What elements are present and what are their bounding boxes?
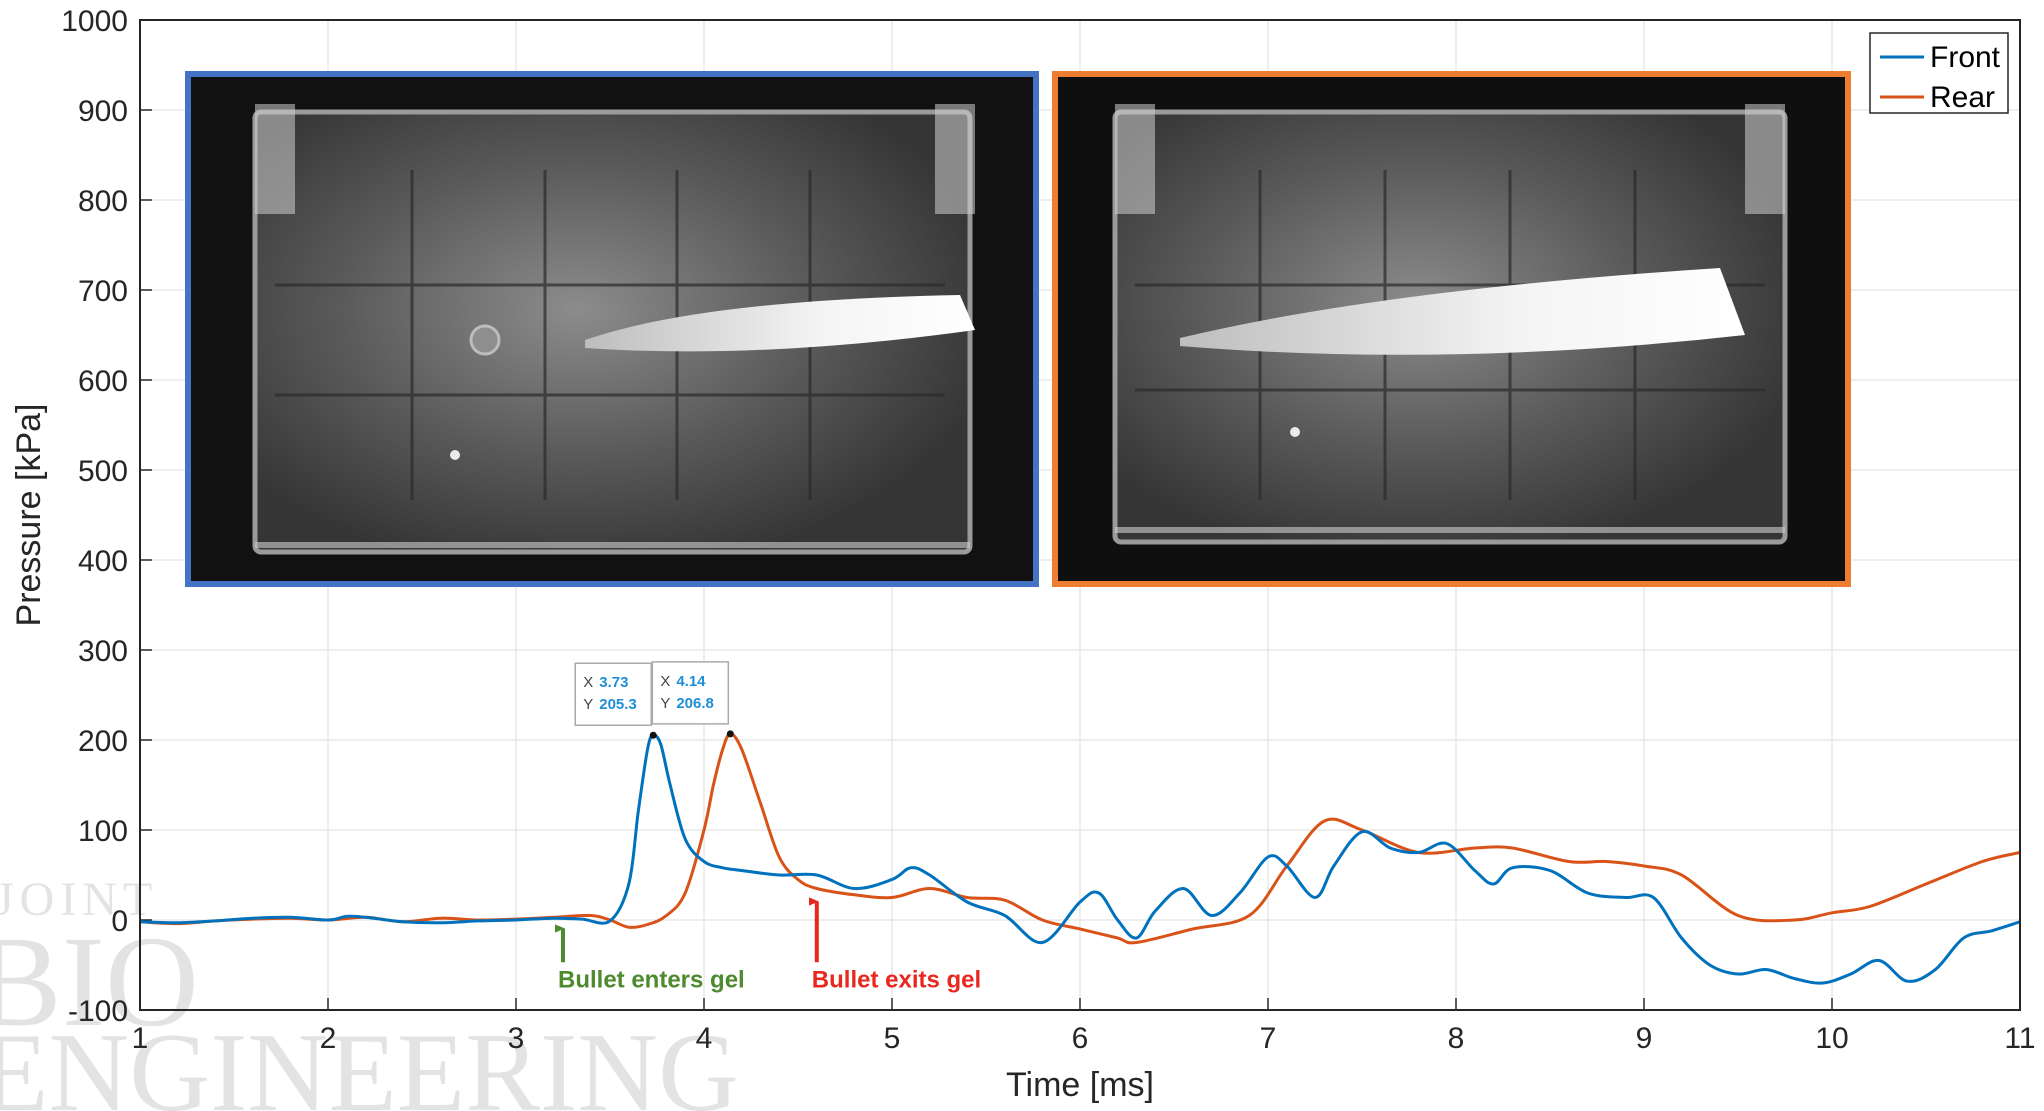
series-layer: [139, 732, 2021, 985]
datatip-rear-marker[interactable]: [726, 730, 734, 738]
y-tick-label: 800: [78, 185, 128, 218]
y-tick-label: 300: [78, 635, 128, 668]
y-tick-label: 200: [78, 725, 128, 758]
y-tick-label: 100: [78, 815, 128, 848]
axes-box: [139, 19, 2021, 1011]
legend-box: [1869, 32, 2009, 114]
watermark-line-1: JOINT: [0, 873, 158, 926]
y-tick-label: 400: [78, 545, 128, 578]
y-tick-label: 600: [78, 365, 128, 398]
watermark-logo: JOINT BIO ENGINEERING: [0, 873, 739, 1111]
datatip-front[interactable]: X 3.73 Y 205.3: [574, 662, 657, 739]
datatip-rear-y-key: Y: [660, 695, 670, 712]
datatip-rear-x-value: 4.14: [676, 673, 706, 690]
datatip-rear[interactable]: X 4.14 Y 206.8: [651, 661, 734, 738]
annotation-exits: Bullet exits gel: [812, 902, 981, 994]
watermark-line-3: ENGINEERING: [0, 1011, 739, 1111]
x-tick-label: 4: [696, 1022, 713, 1055]
x-tick-label: 6: [1072, 1022, 1089, 1055]
y-axis-ticks: -100 0 100 200 300 400 500 600 700 800 900 1000: [61, 5, 152, 1028]
datatip-rear-box[interactable]: [651, 661, 730, 725]
series-line-front: [139, 733, 2021, 985]
datatip-front-x-value: 3.73: [599, 674, 628, 691]
datatip-front-marker[interactable]: [649, 731, 657, 739]
front-frame-inset: [185, 71, 1039, 587]
legend-label-front: Front: [1930, 41, 2001, 74]
legend: Front Rear: [1869, 32, 2009, 114]
x-tick-label: 10: [1815, 1022, 1848, 1055]
y-tick-label: 900: [78, 95, 128, 128]
datatip-front-box[interactable]: [574, 662, 652, 726]
datatip-front-x-key: X: [583, 674, 593, 691]
x-axis-ticks: 1 2 3 4 5 6 7 8 9 10 11: [132, 998, 2036, 1055]
x-tick-label: 3: [508, 1022, 525, 1055]
x-tick-label: 1: [132, 1022, 149, 1055]
y-tick-label: 0: [111, 905, 128, 938]
annotation-enters: Bullet enters gel: [558, 929, 745, 994]
datatip-front-y-value: 205.3: [599, 696, 637, 713]
datatip-front-y-key: Y: [583, 696, 593, 713]
legend-label-rear: Rear: [1930, 81, 1995, 114]
datatip-rear-x-key: X: [660, 673, 670, 690]
x-tick-label: 7: [1260, 1022, 1277, 1055]
annotation-enters-text: Bullet enters gel: [558, 967, 745, 994]
y-axis-label: Pressure [kPa]: [10, 404, 48, 627]
y-tick-label: 1000: [61, 5, 128, 38]
y-tick-label: 500: [78, 455, 128, 488]
annotation-exits-text: Bullet exits gel: [812, 967, 981, 994]
y-tick-label: -100: [68, 995, 128, 1028]
x-tick-label: 5: [884, 1022, 901, 1055]
x-tick-label: 9: [1636, 1022, 1653, 1055]
datatip-rear-y-value: 206.8: [676, 695, 714, 712]
x-axis-label: Time [ms]: [1006, 1066, 1154, 1104]
x-tick-label: 8: [1448, 1022, 1465, 1055]
y-tick-label: 700: [78, 275, 128, 308]
watermark-line-2: BIO: [0, 910, 199, 1054]
x-tick-label: 11: [2004, 1022, 2035, 1055]
rear-frame-inset: [1052, 71, 1851, 587]
x-tick-label: 2: [320, 1022, 337, 1055]
